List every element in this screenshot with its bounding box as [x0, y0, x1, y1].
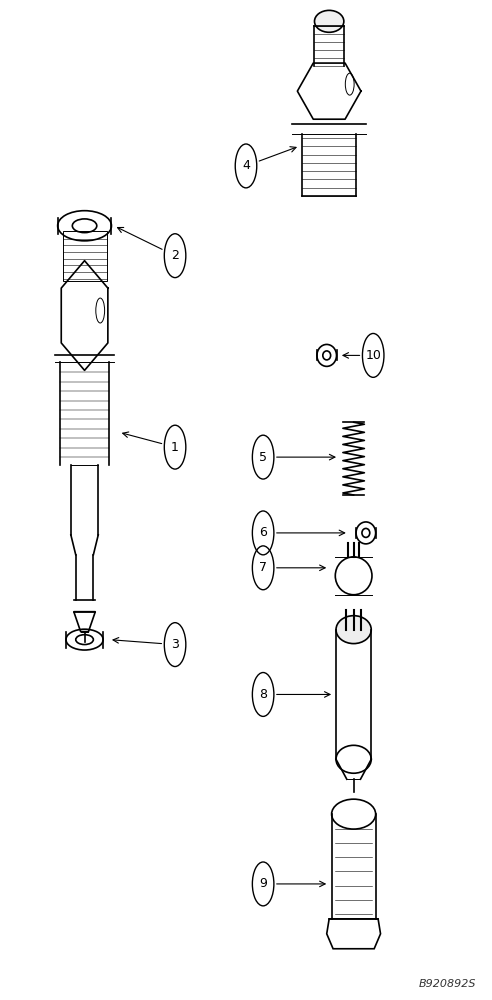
Ellipse shape — [336, 616, 371, 644]
Text: B920892S: B920892S — [418, 979, 476, 989]
Text: 8: 8 — [259, 688, 267, 701]
Text: 7: 7 — [259, 561, 267, 574]
Ellipse shape — [314, 10, 344, 32]
Text: 4: 4 — [242, 159, 250, 172]
Text: 6: 6 — [259, 526, 267, 539]
Text: 5: 5 — [259, 451, 267, 464]
Text: 1: 1 — [171, 441, 179, 454]
Text: 3: 3 — [171, 638, 179, 651]
Text: 10: 10 — [365, 349, 381, 362]
Text: 9: 9 — [259, 877, 267, 890]
Text: 2: 2 — [171, 249, 179, 262]
